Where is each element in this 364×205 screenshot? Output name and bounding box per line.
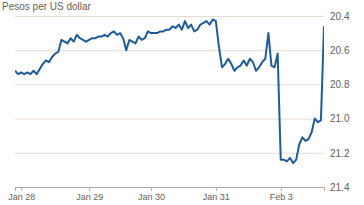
plot-area xyxy=(15,19,324,163)
x-tick: Jan 30 xyxy=(138,187,165,202)
y-tick: 21.0 xyxy=(15,113,350,124)
chart: Pesos per US dollar20.420.620.821.021.22… xyxy=(0,0,364,205)
x-tick-label: Jan 28 xyxy=(8,192,35,202)
x-tick-label: Jan 31 xyxy=(203,192,230,202)
x-tick: Jan 31 xyxy=(203,187,230,202)
y-tick-label: 21.4 xyxy=(330,182,350,193)
x-tick: Jan 29 xyxy=(76,187,103,202)
y-tick: 20.8 xyxy=(15,79,350,90)
x-tick: Feb 3 xyxy=(270,187,293,202)
x-tick: Jan 28 xyxy=(8,187,35,202)
y-tick: 20.4 xyxy=(15,11,350,22)
x-tick-label: Jan 30 xyxy=(138,192,165,202)
grid-line xyxy=(15,50,324,51)
x-tick-label: Feb 3 xyxy=(270,192,293,202)
y-tick-label: 20.6 xyxy=(330,45,350,56)
grid-line xyxy=(15,16,324,17)
y-tick: 21.2 xyxy=(15,148,350,159)
tick-mark xyxy=(281,187,282,191)
x-tick-label: Jan 29 xyxy=(76,192,103,202)
data-line xyxy=(15,19,324,163)
y-tick-label: 20.4 xyxy=(330,11,350,22)
grid-line xyxy=(15,153,324,154)
grid-line xyxy=(15,119,324,120)
tick-mark xyxy=(151,187,152,191)
x-axis-line xyxy=(16,188,325,192)
y-axis: 20.4 20.6 20.8 21.0 21.2 21.4 xyxy=(15,11,350,193)
y-tick: 20.6 xyxy=(15,45,350,56)
tick-mark xyxy=(216,187,217,191)
tick-mark xyxy=(21,187,22,191)
subtitle: Pesos per US dollar xyxy=(2,1,92,12)
tick-mark xyxy=(89,187,90,191)
y-tick-label: 20.8 xyxy=(330,79,350,90)
x-axis: Jan 28 Jan 29 Jan 30 Jan 31 Feb 3 xyxy=(8,187,324,202)
y-tick-label: 21.2 xyxy=(330,148,350,159)
y-tick-label: 21.0 xyxy=(330,113,350,124)
y-axis-line xyxy=(15,17,325,188)
y-tick: 21.4 xyxy=(15,182,350,193)
